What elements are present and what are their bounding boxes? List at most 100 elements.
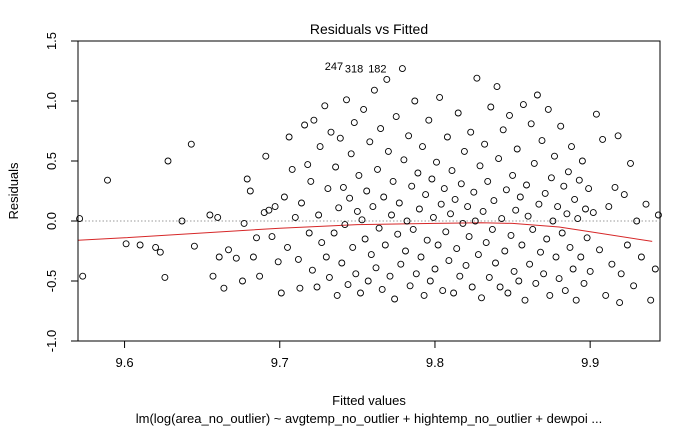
data-point xyxy=(487,103,495,111)
data-point xyxy=(313,283,321,291)
data-point xyxy=(397,260,405,268)
data-point xyxy=(608,260,616,268)
data-point xyxy=(232,254,240,262)
data-point xyxy=(347,150,355,158)
data-point xyxy=(473,74,481,82)
data-point xyxy=(496,283,504,291)
data-point xyxy=(391,295,399,303)
outlier-label: 182 xyxy=(368,64,386,76)
data-point xyxy=(406,282,414,290)
data-point xyxy=(474,251,482,259)
data-point xyxy=(349,243,357,251)
data-point xyxy=(464,203,472,211)
data-point xyxy=(585,185,593,193)
data-point xyxy=(161,273,169,281)
data-point xyxy=(383,75,391,83)
data-point xyxy=(220,284,228,292)
data-point xyxy=(564,168,572,176)
data-point xyxy=(122,240,130,248)
data-point xyxy=(316,143,324,151)
data-point xyxy=(544,105,552,113)
data-point xyxy=(341,221,349,229)
data-point xyxy=(633,217,641,225)
data-point xyxy=(400,156,408,164)
data-point xyxy=(304,161,312,169)
data-point xyxy=(262,152,270,160)
data-point xyxy=(616,299,624,307)
data-point xyxy=(298,199,305,207)
data-point xyxy=(408,182,416,190)
data-point xyxy=(357,289,364,297)
x-axis-label: Fitted values xyxy=(332,393,406,408)
data-point xyxy=(506,111,513,119)
data-point xyxy=(353,207,361,215)
data-point xyxy=(456,272,464,280)
data-point xyxy=(558,229,566,237)
data-point xyxy=(414,169,422,177)
data-point xyxy=(423,236,431,244)
data-point xyxy=(225,246,232,254)
data-point xyxy=(471,217,479,225)
data-point xyxy=(335,204,343,212)
data-point xyxy=(190,242,198,250)
data-point xyxy=(433,158,440,166)
x-axis: 9.6 9.7 9.8 9.9 xyxy=(116,340,599,370)
data-point xyxy=(296,284,304,292)
data-point xyxy=(578,157,586,165)
data-point xyxy=(457,180,465,188)
data-point xyxy=(551,152,558,160)
data-point xyxy=(265,206,273,214)
data-point xyxy=(392,113,400,121)
data-point xyxy=(301,121,309,129)
data-point xyxy=(493,83,501,91)
data-point xyxy=(583,234,591,242)
data-point xyxy=(482,239,490,247)
data-point xyxy=(571,195,579,203)
data-point xyxy=(524,212,532,220)
data-point xyxy=(530,159,538,167)
y-axis-label: Residuals xyxy=(6,162,21,220)
data-point xyxy=(605,203,613,211)
annotations-group: 247 318 182 xyxy=(325,61,387,75)
data-point xyxy=(436,93,444,101)
data-point xyxy=(370,86,378,94)
data-point xyxy=(398,65,406,73)
data-point xyxy=(535,200,543,208)
data-point xyxy=(249,253,257,261)
data-point xyxy=(333,291,341,299)
data-point xyxy=(425,116,433,124)
data-point xyxy=(541,189,549,197)
data-point xyxy=(256,272,264,280)
data-point xyxy=(307,177,315,185)
data-point xyxy=(596,246,603,254)
data-point xyxy=(440,185,448,193)
data-point xyxy=(206,211,214,219)
data-point xyxy=(405,132,413,140)
data-point xyxy=(271,203,279,211)
data-point xyxy=(468,283,476,291)
data-point xyxy=(492,259,499,267)
data-point xyxy=(485,273,493,281)
data-point xyxy=(460,147,468,155)
y-tick-label: 0.0 xyxy=(44,212,59,230)
data-point xyxy=(518,241,526,249)
data-point xyxy=(481,140,489,148)
y-tick-label: 1.5 xyxy=(44,32,59,50)
data-point xyxy=(415,205,423,213)
data-point xyxy=(104,176,111,184)
data-point xyxy=(459,219,467,227)
data-point xyxy=(76,215,84,223)
data-point xyxy=(214,213,222,221)
data-point xyxy=(574,215,582,223)
data-point xyxy=(332,163,340,171)
data-point xyxy=(322,253,330,261)
data-point xyxy=(484,177,492,185)
data-point xyxy=(630,282,638,290)
data-point xyxy=(647,296,655,304)
data-point xyxy=(338,259,346,267)
data-point xyxy=(384,147,392,155)
data-point xyxy=(448,167,456,175)
data-point xyxy=(527,120,535,128)
data-point xyxy=(555,275,563,283)
data-point xyxy=(568,143,575,151)
